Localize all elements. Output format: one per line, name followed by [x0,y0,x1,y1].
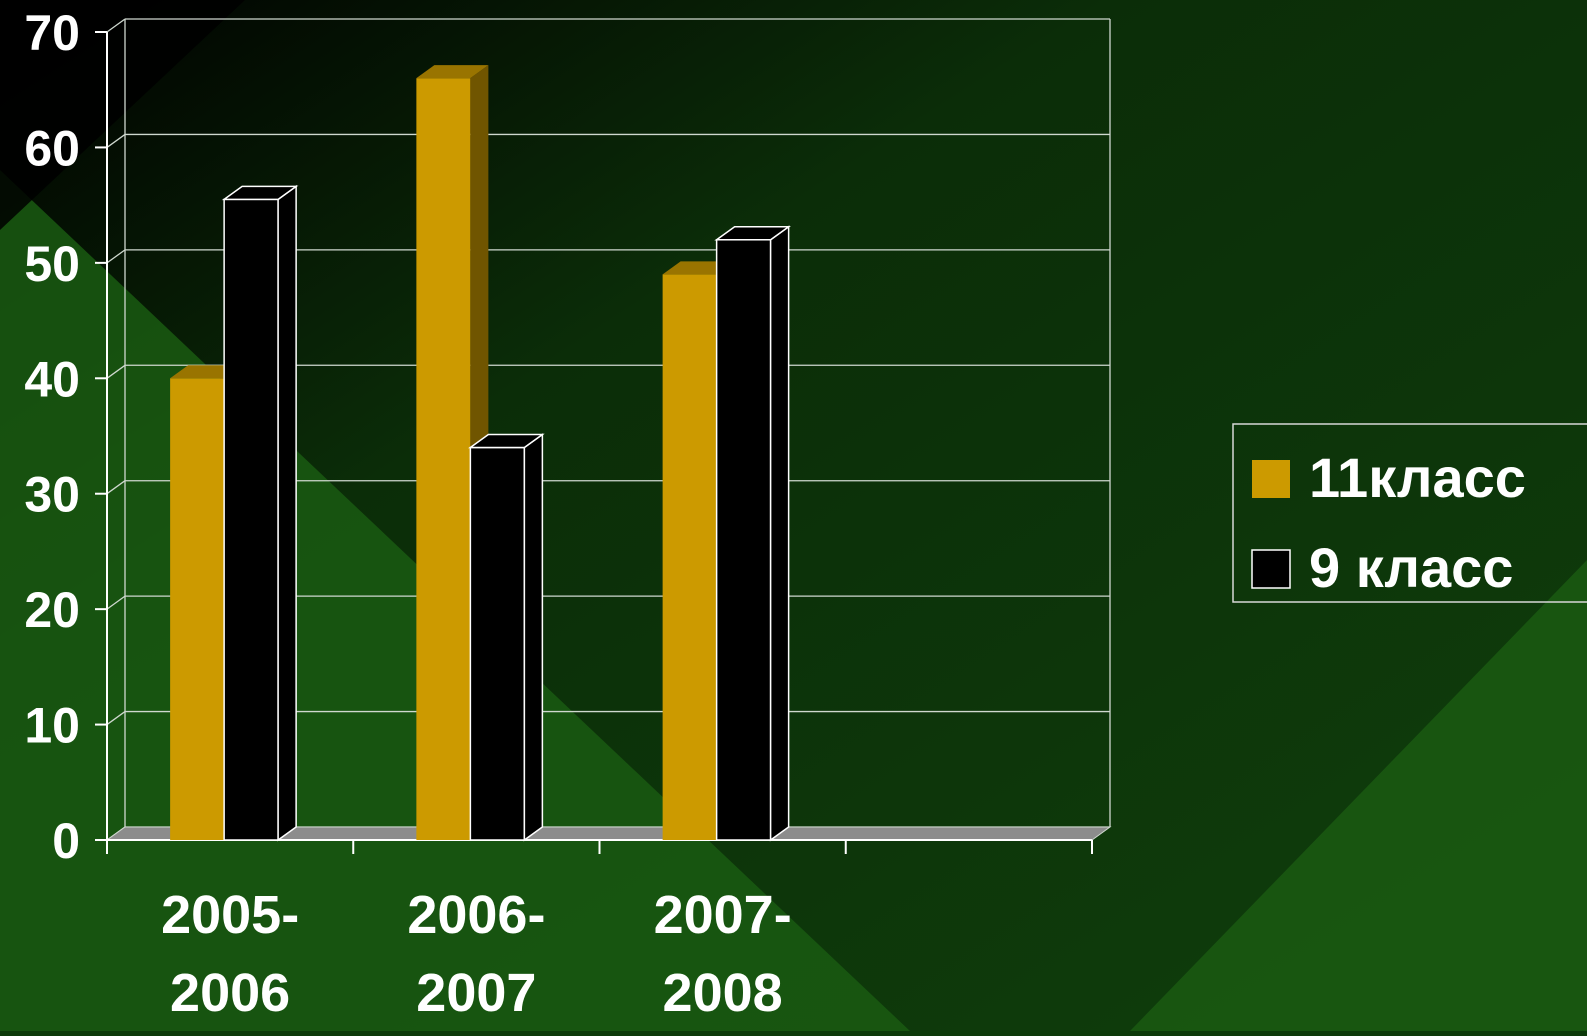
bar-front [170,378,225,840]
bar-side [523,433,544,842]
y-tick-label: 60 [24,120,80,176]
bar-front [662,274,717,840]
bar-top [714,226,791,241]
chart-bars [170,65,791,842]
x-category-label: 2008 [663,963,783,1023]
bar-front [416,78,471,840]
legend-box [1232,423,1587,603]
bar [221,184,299,842]
y-tick-label: 40 [24,351,80,407]
bar [714,225,791,842]
y-tick-label: 10 [24,698,80,754]
bar-top [416,65,489,79]
background-corner [0,0,245,230]
y-tick-label: 0 [52,813,80,869]
x-category-label: 2006- [407,885,545,945]
y-tick-label: 30 [24,467,80,523]
chart-labels: 0 10 20 30 40 50 60 70 2005- 2006 2006- 2007 2007- 20… [24,5,791,1023]
legend-label: 11класс [1309,446,1526,509]
y-tick-label: 70 [24,5,80,61]
bar-side [769,225,790,842]
x-category-label: 2007- [654,885,792,945]
gridline-side [106,249,126,264]
bar-front [223,198,279,841]
gridline-side [106,595,126,610]
y-tick-label: 20 [24,582,80,638]
x-category-label: 2005- [161,885,299,945]
bar-side [277,184,297,842]
chart-legend: 11класс 9 класс [1232,423,1587,603]
bar-front [469,446,526,841]
background-band-right [1130,560,1587,1031]
gridline-side [106,711,126,726]
legend-swatch [1252,460,1290,498]
legend-label: 9 класс [1309,536,1513,599]
y-tick-label: 50 [24,236,80,292]
bar [468,433,545,842]
x-category-label: 2007 [416,963,536,1023]
gridline-side [106,18,126,33]
gridline-side [106,133,126,148]
gridline-side [106,364,126,379]
gridline-side [106,480,126,495]
x-category-label: 2006 [170,963,290,1023]
bar-top [468,433,545,449]
legend-swatch [1251,549,1291,589]
bar-top [221,185,299,201]
bar-front [715,239,772,841]
